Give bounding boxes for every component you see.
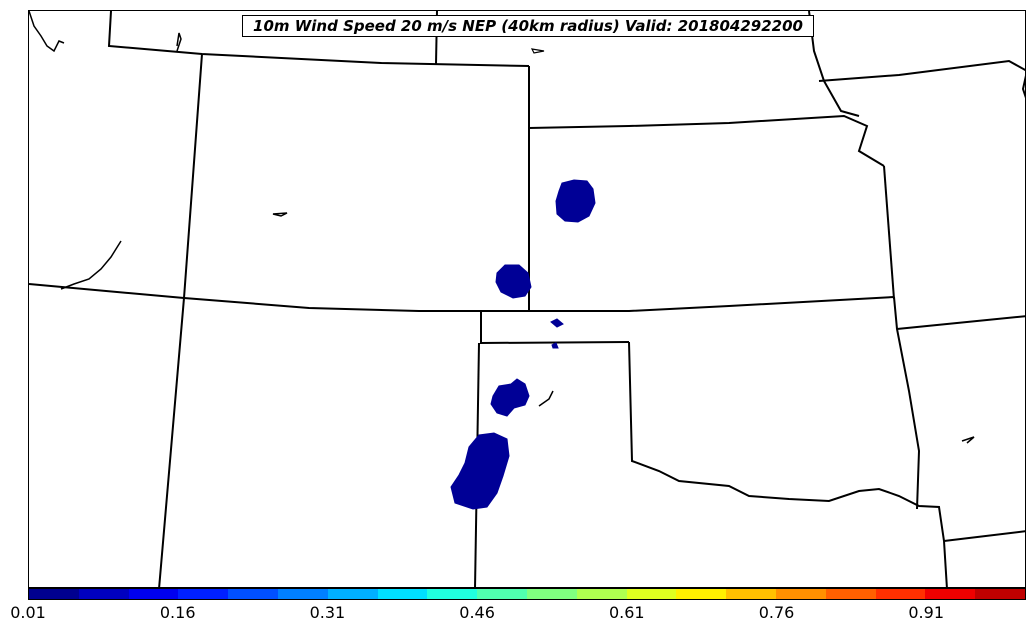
- lake-ut-2: [60, 240, 122, 290]
- map-panel: 10m Wind Speed 20 m/s NEP (40km radius) …: [28, 10, 1026, 588]
- colorbar-tick-labels: 0.01 0.16 0.31 0.46 0.61 0.76 0.91: [0, 600, 1036, 630]
- colorbar-tick-label: 0.91: [908, 603, 944, 622]
- colorbar-segment: [128, 589, 179, 599]
- colorbar-tick-label: 0.61: [608, 603, 645, 622]
- lake-wy: [176, 32, 182, 52]
- colorbar-segment: [925, 589, 976, 599]
- boundary-ne-ia-river: [808, 11, 860, 117]
- map-title: 10m Wind Speed 20 m/s NEP (40km radius) …: [242, 15, 814, 37]
- boundary-tx-la: [943, 530, 1025, 542]
- colorbar-segment: [875, 589, 926, 599]
- probability-regions: [450, 179, 596, 510]
- colorbar-segment: [576, 589, 627, 599]
- colorbar-segment: [29, 589, 79, 599]
- coast-top-left: [29, 11, 65, 53]
- colorbar-tick-label: 0.76: [758, 603, 795, 622]
- colorbar-tick-label: 0.16: [159, 603, 196, 622]
- prob-region-small-2: [551, 342, 559, 349]
- prob-region-nm-ne: [490, 378, 530, 417]
- lake-sd: [530, 48, 545, 54]
- prob-region-co-se: [495, 264, 532, 299]
- colorbar-segment: [277, 589, 328, 599]
- lake-ut: [272, 212, 288, 217]
- colorbar: [28, 588, 1026, 600]
- colorbar-tick-label: 0.01: [10, 603, 46, 622]
- prob-region-nm-e: [450, 432, 510, 510]
- state-boundaries: [29, 11, 1025, 587]
- map-canvas: [29, 11, 1025, 587]
- colorbar-segment: [676, 589, 727, 599]
- colorbar-segment: [377, 589, 428, 599]
- colorbar-segment: [975, 589, 1025, 599]
- boundary-ar-mo: [896, 315, 1025, 330]
- colorbar-tick-label: 0.31: [309, 603, 346, 622]
- colorbar-segment: [427, 589, 478, 599]
- colorbar-tick-label: 0.46: [459, 603, 495, 622]
- colorbar-segment: [228, 589, 278, 599]
- boundary-mo-iowa: [818, 59, 1025, 82]
- colorbar-segment: [526, 589, 577, 599]
- boundary-iowa-river: [1021, 75, 1025, 99]
- lake-tx: [538, 390, 554, 407]
- colorbar-segment: [78, 589, 129, 599]
- colorbar-segment: [626, 589, 677, 599]
- boundary-ok-tx: [628, 341, 948, 587]
- prob-region-small-1: [550, 318, 564, 328]
- boundary-co-west: [158, 53, 203, 587]
- colorbar-segment: [178, 589, 229, 599]
- boundary-ne-ks: [528, 114, 885, 167]
- boundary-ok-panhandle: [480, 311, 630, 345]
- boundary-co-nm: [29, 283, 895, 312]
- colorbar-segment: [726, 589, 776, 599]
- boundary-ks-mo: [883, 165, 895, 300]
- prob-region-kansas: [555, 179, 596, 223]
- colorbar-segment: [327, 589, 378, 599]
- colorbar-segment: [825, 589, 876, 599]
- colorbar-segment: [775, 589, 826, 599]
- boundary-ok-ar: [893, 296, 921, 510]
- colorbar-segment: [477, 589, 527, 599]
- lake-ar: [961, 436, 975, 444]
